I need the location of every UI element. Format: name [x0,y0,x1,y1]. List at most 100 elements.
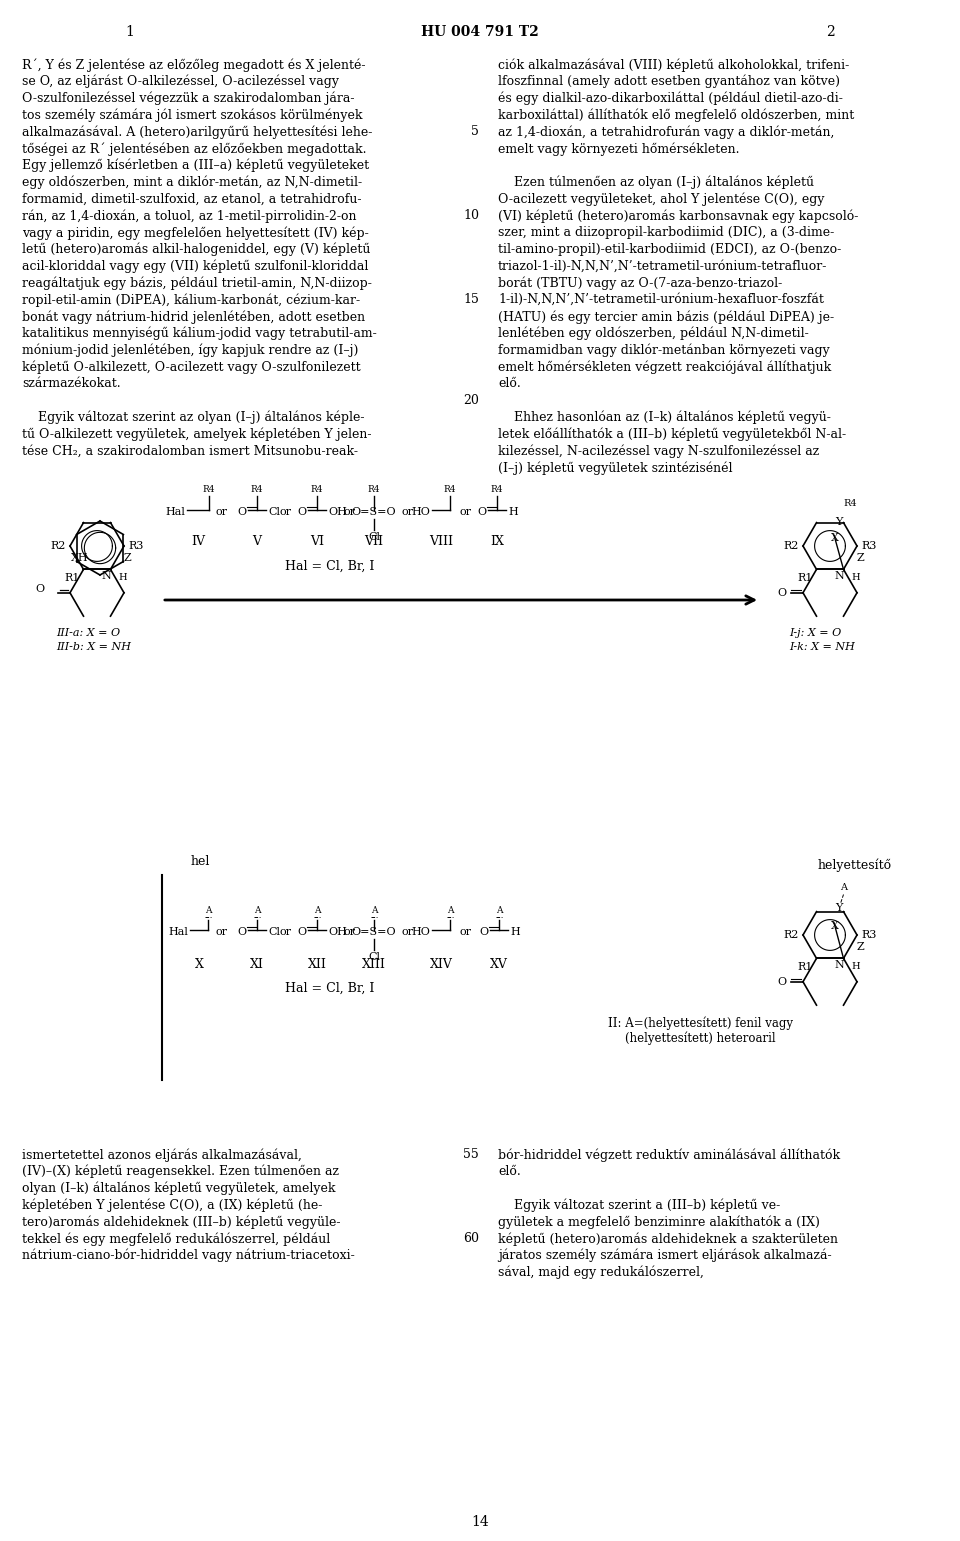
Text: X: X [195,959,204,971]
Text: tos személy számára jól ismert szokásos körülmények: tos személy számára jól ismert szokásos … [22,108,363,122]
Text: Cl: Cl [268,507,280,516]
Text: tű O-alkilezett vegyületek, amelyek képletében Y jelen-: tű O-alkilezett vegyületek, amelyek képl… [22,427,372,441]
Text: or: or [459,507,471,516]
Text: 55: 55 [464,1148,479,1160]
Text: 60: 60 [463,1231,479,1245]
Text: or: or [279,507,291,516]
Text: sával, majd egy redukálószerrel,: sával, majd egy redukálószerrel, [498,1265,704,1279]
Text: Y: Y [835,516,843,527]
Text: R4: R4 [444,485,456,495]
Text: R3: R3 [128,541,143,552]
Text: II: A=(helyettesített) fenil vagy: II: A=(helyettesített) fenil vagy [608,1017,793,1031]
Text: IV: IV [191,535,205,549]
Text: XII: XII [307,959,326,971]
Text: X: X [831,533,839,542]
Text: acil-kloriddal vagy egy (VII) képletű szulfonil-kloriddal: acil-kloriddal vagy egy (VII) képletű sz… [22,259,369,273]
Text: nátrium-ciano-bór-hidriddel vagy nátrium-triacetoxi-: nátrium-ciano-bór-hidriddel vagy nátrium… [22,1248,355,1262]
Text: R4: R4 [311,485,324,495]
Text: alkalmazásával. A (hetero)arilgyűrű helyettesítési lehe-: alkalmazásával. A (hetero)arilgyűrű hely… [22,125,372,139]
Text: Z: Z [856,942,864,952]
Text: H: H [118,573,127,582]
Text: Z: Z [123,553,131,562]
Text: O: O [238,507,247,516]
Text: OH: OH [328,507,347,516]
Text: emelt vagy környezeti hőmérsékleten.: emelt vagy környezeti hőmérsékleten. [498,142,739,156]
Text: R2: R2 [51,541,66,552]
Text: (HATU) és egy tercier amin bázis (például DiPEA) je-: (HATU) és egy tercier amin bázis (példáu… [498,310,834,324]
Text: Egyik változat szerint az olyan (I–j) általános képle-: Egyik változat szerint az olyan (I–j) ál… [22,411,365,424]
Text: N: N [834,572,845,581]
Text: 15: 15 [463,293,479,307]
Text: or: or [216,507,228,516]
Text: I-j: X = O: I-j: X = O [789,627,842,638]
Text: Hal = Cl, Br, I: Hal = Cl, Br, I [285,559,374,573]
Text: (IV)–(X) képletű reagensekkel. Ezen túlmenően az: (IV)–(X) képletű reagensekkel. Ezen túlm… [22,1165,339,1179]
Text: bonát vagy nátrium-hidrid jelenlétében, adott esetben: bonát vagy nátrium-hidrid jelenlétében, … [22,310,365,324]
Text: elő.: elő. [498,378,520,390]
Text: R2: R2 [783,931,799,940]
Text: ismertetettel azonos eljárás alkalmazásával,: ismertetettel azonos eljárás alkalmazásá… [22,1148,301,1162]
Text: Ehhez hasonlóan az (I–k) általános képletű vegyü-: Ehhez hasonlóan az (I–k) általános képle… [498,411,830,424]
Text: triazol-1-il)-N,N,N’,N’-tetrametil-urónium-tetrafluor-: triazol-1-il)-N,N,N’,N’-tetrametil-uróni… [498,259,828,273]
Text: or: or [279,928,291,937]
Text: O: O [478,507,487,516]
Text: R2: R2 [783,541,799,552]
Text: gyületek a megfelelő benziminre alakíthatók a (IX): gyületek a megfelelő benziminre alakítha… [498,1216,820,1228]
Text: Cl: Cl [368,952,380,962]
Text: tekkel és egy megfelelő redukálószerrel, például: tekkel és egy megfelelő redukálószerrel,… [22,1231,330,1245]
Text: H: H [508,507,517,516]
Text: III-b: X = NH: III-b: X = NH [57,643,132,652]
Text: letek előállíthatók a (III–b) képletű vegyületekből N-al-: letek előállíthatók a (III–b) képletű ve… [498,427,846,441]
Text: H: H [852,573,860,582]
Text: és egy dialkil-azo-dikarboxiláttal (például dietil-azo-di-: és egy dialkil-azo-dikarboxiláttal (péld… [498,91,843,105]
Text: O: O [298,507,307,516]
Text: O: O [238,928,247,937]
Text: R1: R1 [797,963,812,972]
Text: V: V [252,535,261,549]
Text: OH: OH [328,928,347,937]
Text: vagy a piridin, egy megfelelően helyettesített (IV) kép-: vagy a piridin, egy megfelelően helyette… [22,227,369,239]
Text: R4: R4 [203,485,215,495]
Text: Hal = Cl, Br, I: Hal = Cl, Br, I [285,982,374,995]
Text: helyettesítő: helyettesítő [818,858,892,872]
Text: letű (hetero)aromás alkil-halogeniddel, egy (V) képletű: letű (hetero)aromás alkil-halogeniddel, … [22,243,371,256]
Text: til-amino-propil)-etil-karbodiimid (EDCI), az O-(benzo-: til-amino-propil)-etil-karbodiimid (EDCI… [498,243,841,256]
Text: származékokat.: származékokat. [22,378,121,390]
Text: reagáltatjuk egy bázis, például trietil-amin, N,N-diizop-: reagáltatjuk egy bázis, például trietil-… [22,276,372,290]
Text: Hal: Hal [168,928,188,937]
Text: VII: VII [365,535,383,549]
Text: R1: R1 [64,573,80,584]
Text: képletű (hetero)aromás aldehideknek a szakterületen: képletű (hetero)aromás aldehideknek a sz… [498,1231,838,1245]
Text: N: N [102,572,111,581]
Text: lfoszfinnal (amely adott esetben gyantához van kötve): lfoszfinnal (amely adott esetben gyantáh… [498,76,840,88]
Text: R4: R4 [491,485,503,495]
Text: O: O [35,584,44,593]
Text: or: or [344,507,356,516]
Text: A: A [314,906,321,915]
Text: képletű O-alkilezett, O-acilezett vagy O-szulfonilezett: képletű O-alkilezett, O-acilezett vagy O… [22,361,361,374]
Text: lenlétében egy oldószerben, például N,N-dimetil-: lenlétében egy oldószerben, például N,N-… [498,327,808,341]
Text: ropil-etil-amin (DiPEA), kálium-karbonát, cézium-kar-: ropil-etil-amin (DiPEA), kálium-karbonát… [22,293,360,307]
Text: egy oldószerben, mint a diklór-metán, az N,N-dimetil-: egy oldószerben, mint a diklór-metán, az… [22,176,362,190]
Text: (helyettesített) heteroaril: (helyettesített) heteroaril [625,1032,776,1045]
Text: O-szulfonilezéssel végezzük a szakirodalomban jára-: O-szulfonilezéssel végezzük a szakirodal… [22,91,354,105]
Text: 1-il)-N,N,N’,N’-tetrametil-urónium-hexafluor-foszfát: 1-il)-N,N,N’,N’-tetrametil-urónium-hexaf… [498,293,824,307]
Text: R4: R4 [844,499,857,509]
Text: A: A [840,883,847,892]
Text: R3: R3 [861,931,876,940]
Text: or: or [216,928,228,937]
Text: VIII: VIII [429,535,453,549]
Text: mónium-jodid jelenlétében, így kapjuk rendre az (I–j): mónium-jodid jelenlétében, így kapjuk re… [22,344,358,358]
Text: szer, mint a diizopropil-karbodiimid (DIC), a (3-dime-: szer, mint a diizopropil-karbodiimid (DI… [498,227,834,239]
Text: or: or [401,507,413,516]
Text: A: A [446,906,453,915]
Text: borát (TBTU) vagy az O-(7-aza-benzo-triazol-: borát (TBTU) vagy az O-(7-aza-benzo-tria… [498,276,782,290]
Text: 1: 1 [126,25,134,39]
Text: I-k: X = NH: I-k: X = NH [789,643,855,652]
Text: R4: R4 [368,485,380,495]
Text: H: H [852,963,860,971]
Text: ciók alkalmazásával (VIII) képletű alkoholokkal, trifeni-: ciók alkalmazásával (VIII) képletű alkoh… [498,59,850,71]
Text: tése CH₂, a szakirodalomban ismert Mitsunobu-reak-: tése CH₂, a szakirodalomban ismert Mitsu… [22,444,358,458]
Text: R3: R3 [861,541,876,552]
Text: H: H [510,928,519,937]
